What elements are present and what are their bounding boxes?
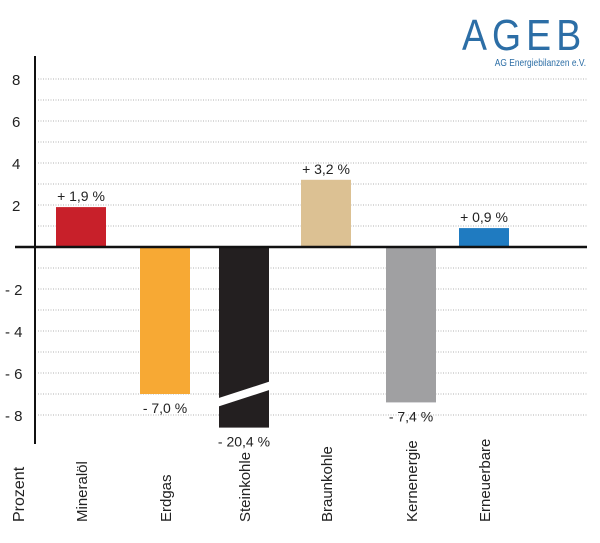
- bar-kernenergie: [386, 247, 436, 403]
- bar-braunkohle: [301, 179, 351, 247]
- y-tick-label: - 2: [5, 282, 23, 299]
- data-label: - 7,4 %: [389, 408, 433, 424]
- data-label: + 3,2 %: [302, 161, 350, 177]
- axis-break-mark: [218, 381, 270, 407]
- ageb-logo: AGEB: [461, 11, 586, 60]
- data-label: - 20,4 %: [218, 434, 270, 450]
- y-axis-label: Prozent: [11, 466, 28, 522]
- category-label: Mineralöl: [74, 461, 91, 522]
- y-tick-label: - 8: [5, 408, 23, 425]
- category-label: Erneuerbare: [477, 439, 494, 522]
- bar-mineralöl: [56, 207, 106, 247]
- bar-erdgas: [140, 247, 190, 394]
- data-label: + 1,9 %: [57, 188, 105, 204]
- ageb-logo-subtitle: AG Energiebilanzen e.V.: [494, 57, 586, 69]
- category-label: Steinkohle: [237, 452, 254, 522]
- y-tick-label: 8: [12, 72, 20, 89]
- data-label: + 0,9 %: [460, 209, 508, 225]
- category-label: Braunkohle: [319, 446, 336, 522]
- category-label: Kernenergie: [404, 440, 421, 522]
- bar-erneuerbare: [459, 228, 509, 247]
- y-tick-label: 4: [12, 156, 20, 173]
- data-label: - 7,0 %: [143, 400, 187, 416]
- y-tick-label: 2: [12, 198, 20, 215]
- y-tick-label: - 4: [5, 324, 23, 341]
- category-label: Erdgas: [158, 474, 175, 522]
- y-tick-label: - 6: [5, 366, 23, 383]
- y-tick-label: 6: [12, 114, 20, 131]
